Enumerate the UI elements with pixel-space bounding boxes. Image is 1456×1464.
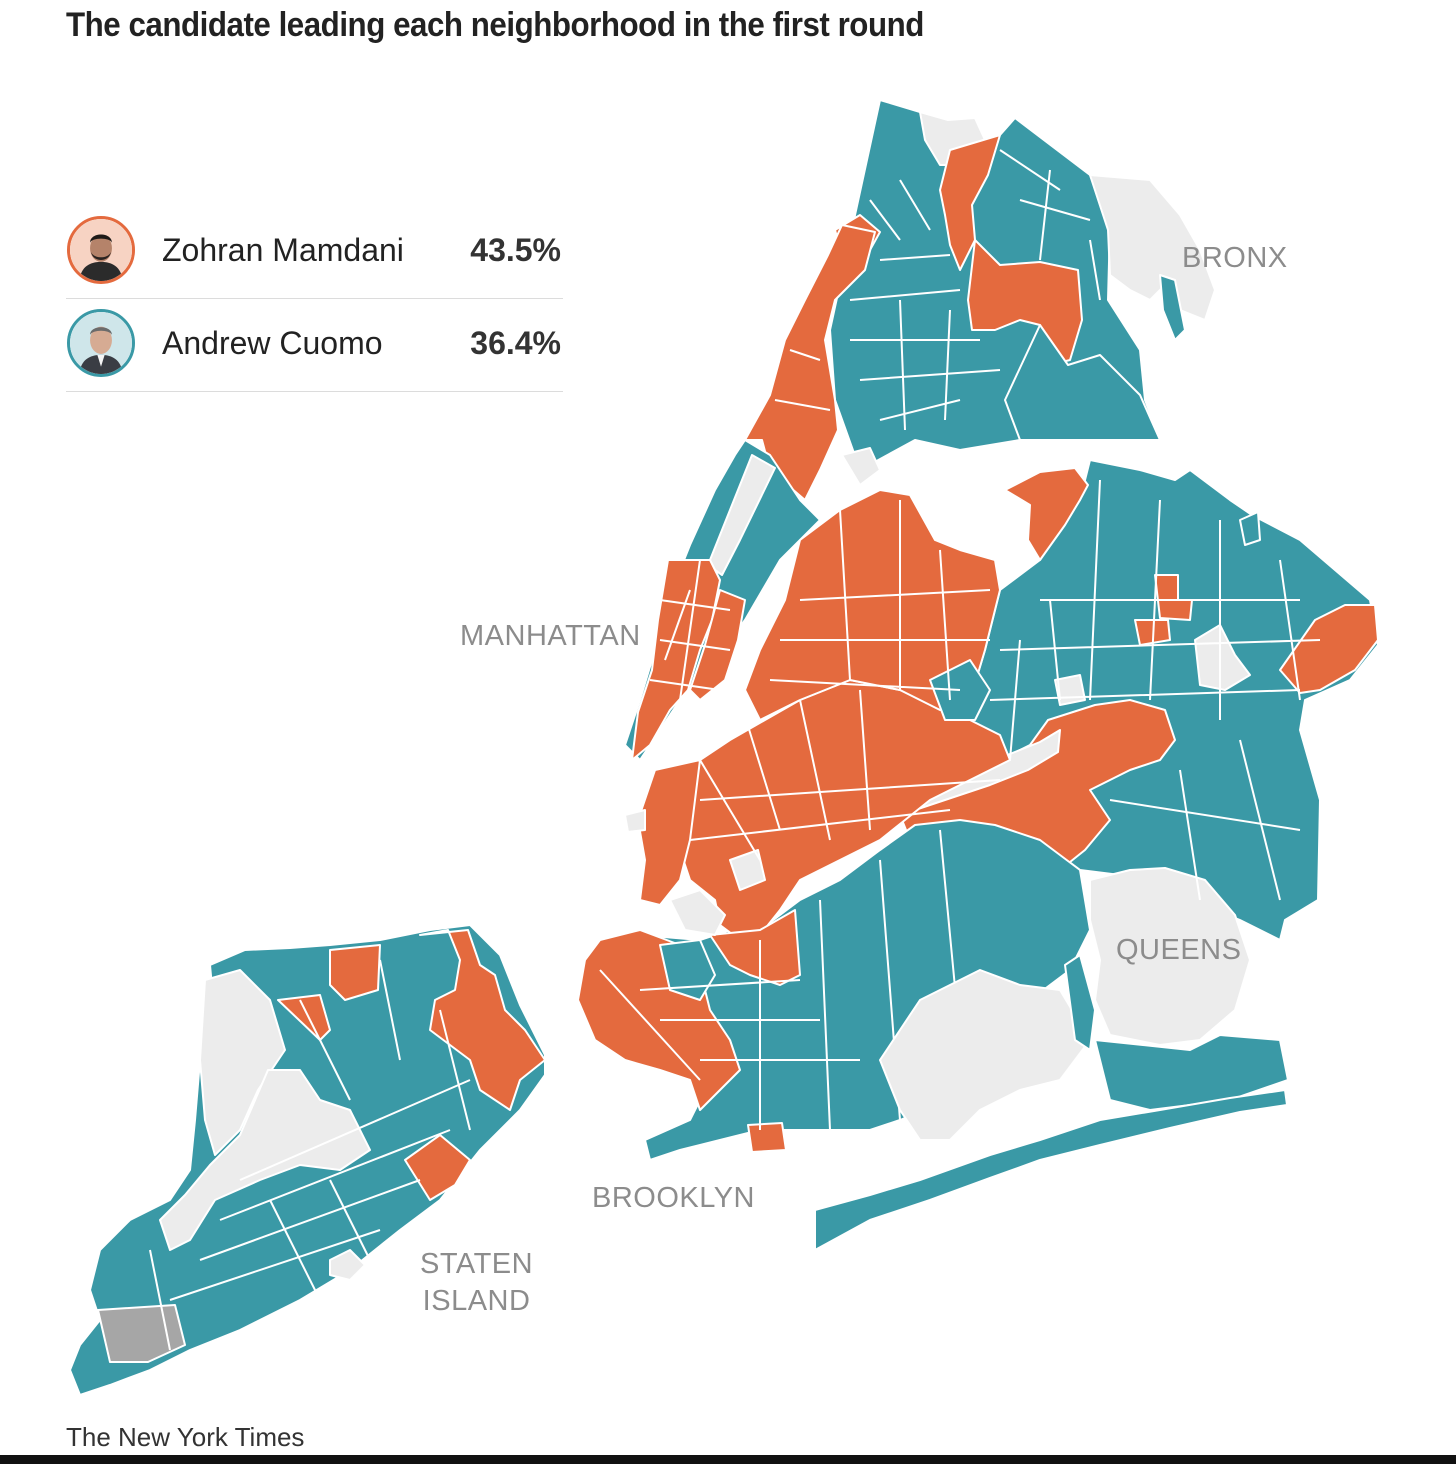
borough-label-staten-line1: STATEN [420,1248,534,1280]
legend-row-mamdani: Zohran Mamdani 43.5% [66,206,563,299]
map-title: The candidate leading each neighborhood … [66,6,924,44]
manhattan-neighborhood [631,559,721,761]
staten-island-borough [69,924,546,1396]
bronx-neighborhood [1004,324,1161,441]
staten-island-neighborhood [277,994,331,1041]
brooklyn-park-no-data [729,849,766,891]
candidate-name: Andrew Cuomo [162,325,383,361]
borough-label-queens: QUEENS [1116,934,1242,966]
staten-island-neighborhood [419,929,546,1111]
manhattan-borough [624,224,876,761]
candidate-percent: 36.4% [470,325,561,361]
staten-island-park-no-data [199,969,286,1156]
queens-park-no-data [1089,867,1251,1046]
mamdani-portrait-icon [70,219,132,281]
borough-label-staten-line2: ISLAND [422,1285,531,1317]
queens-neighborhood [1064,954,1096,1051]
cuomo-portrait-icon [70,312,132,374]
borough-label-staten-island: STATEN ISLAND [420,1246,533,1320]
brooklyn-borough [577,679,1091,1161]
borough-label-bronx: BRONX [1182,242,1288,274]
candidate-percent: 43.5% [470,232,561,268]
brooklyn-neighborhood [659,939,716,1001]
legend-row-cuomo: Andrew Cuomo 36.4% [66,299,563,392]
queens-grid [989,479,1321,901]
rockaway-neighborhood [814,1089,1288,1251]
manhattan-neighborhood [744,224,876,501]
staten-island-park-no-data [329,1249,366,1281]
island-no-data [624,809,646,833]
bronx-neighborhood [1159,274,1186,341]
source-credit: The New York Times [66,1422,305,1452]
manhattan-neighborhood [689,589,746,701]
brooklyn-neighborhood [747,1122,787,1153]
manhattan-grid [649,349,831,701]
manhattan-park-no-data [707,454,776,576]
bronx-neighborhood [939,134,1001,271]
bronx-grid [849,149,1101,431]
queens-neighborhood [1239,511,1261,546]
legend: Zohran Mamdani 43.5% Andrew Cuomo 36.4% [66,206,563,392]
queens-neighborhood [1094,1034,1289,1111]
mamdani-avatar [67,216,135,284]
brooklyn-park-no-data [669,889,726,936]
borough-label-brooklyn: BROOKLYN [592,1182,756,1214]
queens-neighborhood [1279,604,1379,694]
bottom-edge-strip [0,1455,1456,1464]
staten-island-park-no-data [159,1069,371,1251]
borough-label-manhattan: MANHATTAN [460,620,641,652]
jamaica-bay-region [814,954,1289,1251]
queens-neighborhood [1004,467,1089,561]
bronx-borough [829,99,1216,471]
staten-island-neighborhood [404,1134,471,1201]
western-queens-grid [769,500,991,701]
island-no-data [841,447,881,486]
brooklyn-neighborhood [637,759,701,906]
candidate-name: Zohran Mamdani [162,232,404,268]
jamaica-bay-no-data [879,969,1091,1141]
cuomo-avatar [67,309,135,377]
western-queens-region [744,489,1001,721]
staten-island-grid [149,959,471,1351]
brooklyn-grid [599,689,1001,1131]
staten-island-neighborhood [329,944,381,1001]
